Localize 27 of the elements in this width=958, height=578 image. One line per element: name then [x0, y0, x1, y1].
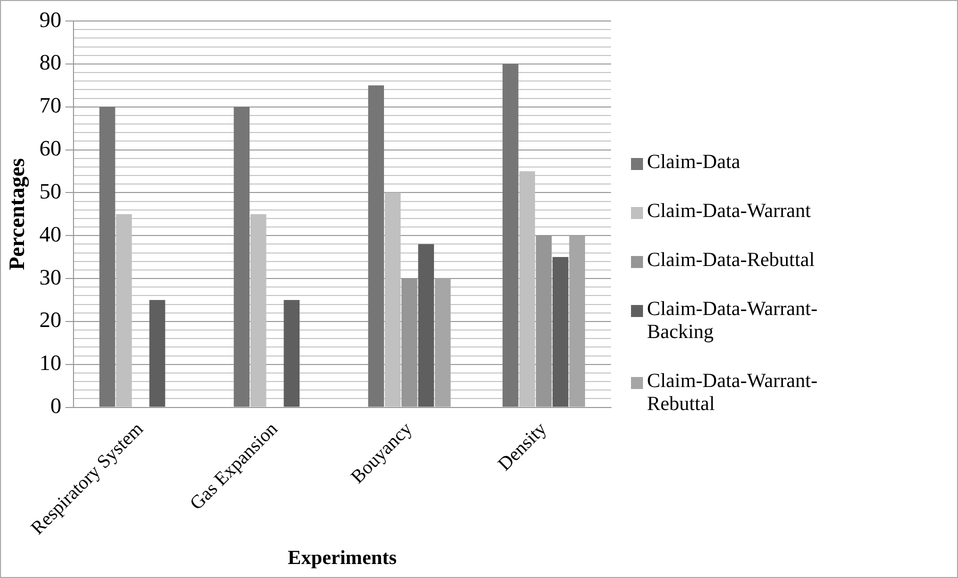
legend-label: Claim-Data-Warrant-Rebuttal: [647, 370, 819, 416]
bar: [502, 64, 518, 407]
legend-label: Claim-Data-Warrant-Backing: [647, 298, 819, 344]
bar: [418, 244, 434, 407]
y-tick-label: 80: [39, 50, 62, 75]
y-tick-label: 10: [39, 350, 62, 376]
bar: [99, 106, 116, 407]
bar: [434, 278, 451, 407]
y-tick-label: 30: [39, 264, 62, 290]
x-axis-title: Experiments: [288, 547, 397, 570]
y-tick-label: 50: [39, 178, 62, 204]
y-tick-label: 40: [39, 221, 62, 246]
bar: [569, 236, 586, 407]
legend-label: Claim-Data: [647, 151, 740, 174]
y-tick-label: 0: [50, 393, 62, 418]
legend-label: Claim-Data-Rebuttal: [647, 249, 815, 272]
bar: [552, 257, 568, 407]
y-tick-label: 60: [39, 136, 62, 161]
y-tick-label: 70: [39, 92, 62, 118]
y-tick-label: 90: [39, 6, 62, 32]
legend-label: Claim-Data-Warrant: [647, 200, 811, 223]
bar: [284, 300, 300, 407]
y-axis-title: Percentages: [4, 158, 29, 270]
bar: [149, 300, 166, 407]
bar: [234, 106, 250, 407]
bar: [368, 85, 384, 407]
y-tick-label: 20: [39, 307, 62, 332]
